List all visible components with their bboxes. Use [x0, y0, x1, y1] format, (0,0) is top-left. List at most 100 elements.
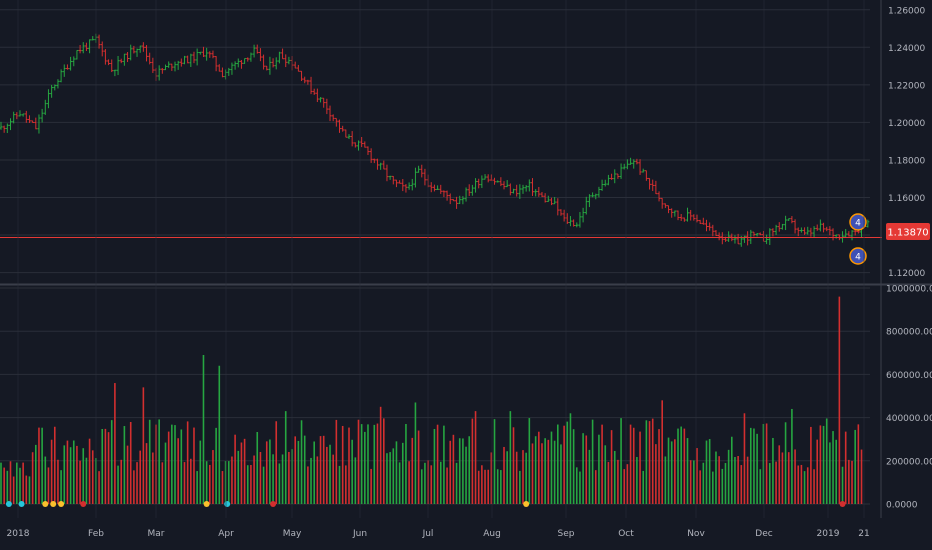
ohlc-bar	[856, 230, 860, 234]
ohlc-bar	[148, 52, 152, 65]
ohlc-bar	[37, 114, 41, 134]
ohlc-bar	[673, 210, 677, 217]
ohlc-bar	[787, 218, 791, 221]
ohlc-bar	[205, 47, 209, 61]
price-pane[interactable]: 44	[0, 9, 882, 274]
ohlc-bar	[189, 53, 193, 67]
ohlc-bar	[262, 54, 266, 70]
ohlc-bar	[281, 48, 285, 60]
ohlc-bar	[379, 162, 383, 170]
event-badge[interactable]: 4	[849, 213, 867, 231]
ohlc-bar	[461, 196, 465, 205]
volume-tick-label: 0.0000	[886, 501, 918, 511]
ohlc-bar	[704, 219, 708, 232]
ohlc-bar	[132, 45, 136, 54]
signal-marker	[839, 501, 846, 507]
ohlc-bar	[442, 190, 446, 198]
ohlc-bar	[543, 193, 547, 203]
ohlc-bar	[429, 182, 433, 193]
ohlc-bar	[116, 55, 120, 76]
ohlc-bar	[493, 177, 497, 185]
ohlc-bar	[622, 163, 626, 170]
ohlc-bar	[641, 168, 645, 173]
ohlc-bar	[505, 180, 509, 188]
last-price-badge	[886, 223, 930, 240]
ohlc-bar	[822, 222, 826, 233]
ohlc-bar	[315, 88, 319, 103]
ohlc-bar	[635, 158, 639, 165]
signal-marker	[523, 501, 530, 507]
ohlc-bar	[167, 61, 171, 68]
ohlc-bar	[217, 64, 221, 72]
ohlc-bar	[43, 99, 47, 115]
price-tick-label: 1.12000	[888, 269, 925, 279]
ohlc-bar	[220, 67, 224, 78]
ohlc-bar	[179, 58, 183, 67]
ohlc-bar	[546, 195, 550, 202]
ohlc-bar	[413, 167, 417, 188]
ohlc-bar	[201, 46, 205, 58]
ohlc-bar	[667, 205, 671, 214]
ohlc-bar	[227, 67, 231, 76]
ohlc-bar	[464, 187, 468, 202]
event-badge-circle	[849, 213, 867, 231]
ohlc-bar	[306, 79, 310, 85]
ohlc-bar	[701, 217, 705, 225]
ohlc-bar	[296, 64, 300, 72]
time-tick-label: Jul	[422, 529, 434, 539]
ohlc-bar	[534, 189, 538, 197]
ohlc-bar	[375, 158, 379, 170]
time-tick-label: Nov	[687, 529, 705, 539]
ohlc-bar	[110, 59, 114, 73]
ohlc-bar	[799, 227, 803, 233]
ohlc-bar	[765, 234, 769, 245]
ohlc-bar	[831, 228, 835, 241]
ohlc-bar	[591, 192, 595, 198]
ohlc-bar	[629, 157, 633, 165]
ohlc-bar	[328, 105, 332, 122]
ohlc-bar	[347, 134, 351, 139]
event-badge[interactable]: 4	[849, 247, 867, 265]
ohlc-bar	[676, 210, 680, 221]
ohlc-bar	[663, 203, 667, 209]
last-price-label: 1.13870	[887, 228, 928, 239]
ohlc-bar	[752, 231, 756, 237]
ohlc-bar	[208, 51, 212, 58]
ohlc-bar	[113, 69, 117, 77]
ohlc-bar	[717, 232, 721, 241]
time-tick-label: 2019	[817, 529, 840, 539]
ohlc-bar	[69, 56, 73, 71]
ohlc-bar	[537, 187, 541, 197]
ohlc-bar	[407, 182, 411, 190]
ohlc-bar	[300, 70, 304, 82]
ohlc-bar	[670, 208, 674, 218]
ohlc-bar	[689, 209, 693, 221]
ohlc-bar	[239, 60, 243, 69]
ohlc-bar	[243, 58, 247, 64]
ohlc-bar	[720, 232, 724, 245]
ohlc-bar	[524, 185, 528, 192]
ohlc-bar	[793, 219, 797, 234]
time-tick-label: Oct	[618, 529, 634, 539]
volume-tick-label: 600000.0000	[886, 371, 932, 381]
volume-pane[interactable]	[0, 287, 870, 507]
ohlc-bar	[708, 222, 712, 231]
ohlc-bar	[265, 65, 269, 71]
ohlc-bar	[271, 58, 275, 68]
ohlc-bar	[575, 222, 579, 228]
ohlc-bar	[100, 41, 104, 57]
ohlc-bar	[486, 174, 490, 183]
ohlc-bar	[698, 219, 702, 224]
ohlc-bar	[581, 207, 585, 223]
ohlc-bar	[594, 193, 598, 200]
ohlc-bar	[372, 158, 376, 164]
ohlc-bar	[742, 235, 746, 243]
ohlc-bar	[151, 57, 155, 73]
ohlc-bar	[84, 42, 88, 52]
ohlc-bar	[515, 184, 519, 197]
ohlc-bar	[81, 42, 85, 54]
ohlc-bar	[46, 89, 50, 109]
ohlc-bar	[420, 164, 424, 178]
ohlc-bar	[192, 51, 196, 64]
